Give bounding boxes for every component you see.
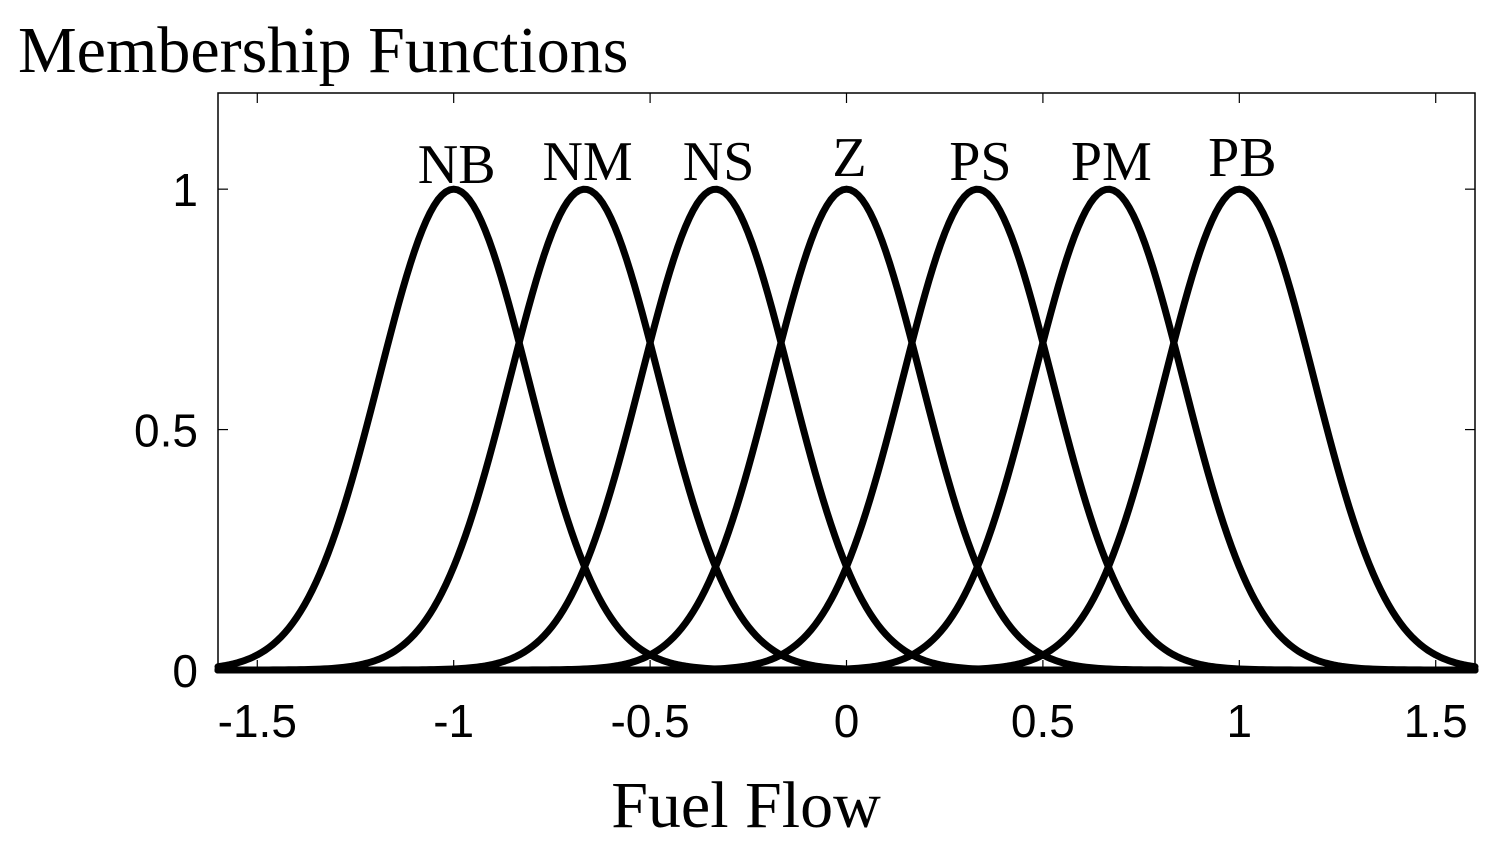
mf-curve-pb: [214, 185, 1479, 674]
chart-title: Membership Functions: [18, 14, 628, 87]
x-tick-label: 1.5: [1404, 695, 1468, 747]
x-tick-label: -0.5: [610, 695, 689, 747]
x-tick-label: 0.5: [1011, 695, 1075, 747]
series-label-nm: NM: [542, 131, 632, 193]
series-label-ps: PS: [949, 131, 1011, 193]
series-label-pb: PB: [1208, 127, 1277, 189]
mf-curve-nm: [214, 185, 1479, 674]
series-label-z: Z: [832, 127, 866, 189]
series-label-ns: NS: [683, 131, 755, 193]
x-tick-label: 0: [834, 695, 860, 747]
x-tick-label: -1.5: [218, 695, 297, 747]
mf-curve-nb: [214, 185, 1479, 674]
y-tick-label: 0.5: [134, 405, 198, 457]
mf-curve-z: [214, 185, 1479, 674]
y-ticks: 00.51: [134, 164, 1475, 697]
mf-curve-pm: [214, 185, 1479, 674]
y-tick-label: 1: [172, 164, 198, 216]
x-ticks: -1.5 -1 -0.5 0 0.5 1 1.5: [218, 93, 1468, 747]
series-label-nb: NB: [418, 134, 496, 196]
mf-curve-ps: [214, 185, 1479, 674]
mf-curve-ns: [214, 185, 1479, 674]
series-label-pm: PM: [1071, 131, 1152, 193]
y-tick-label: 0: [172, 645, 198, 697]
x-tick-label: -1: [433, 695, 474, 747]
x-axis-label: Fuel Flow: [611, 769, 881, 842]
series-labels: NB NM NS Z PS PM PB: [418, 127, 1277, 196]
x-tick-label: 1: [1227, 695, 1253, 747]
membership-curves: [214, 185, 1479, 674]
